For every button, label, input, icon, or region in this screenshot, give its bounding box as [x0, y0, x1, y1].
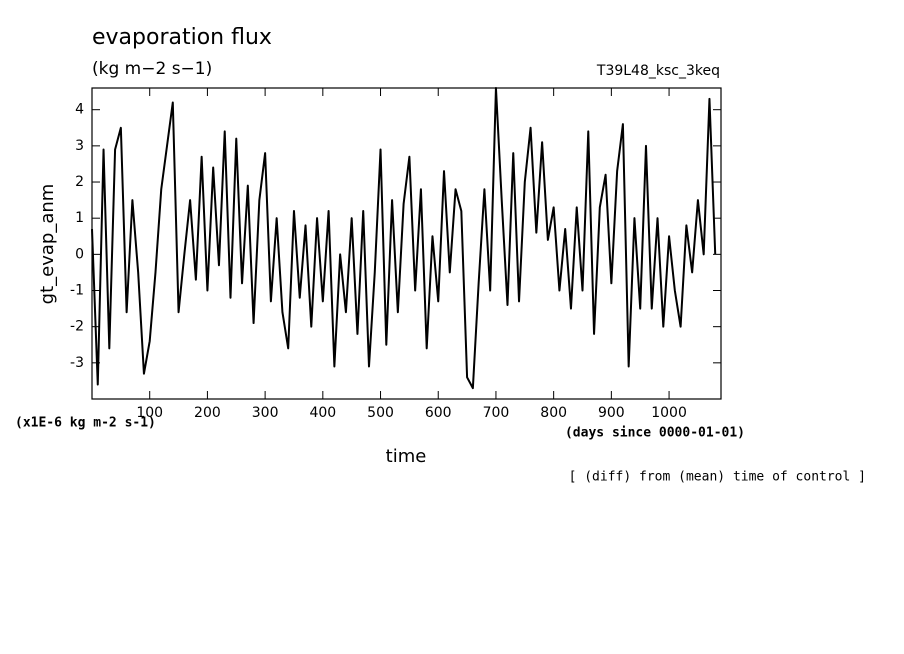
y-tick-label: -2 — [70, 319, 84, 335]
y-tick-label: -1 — [70, 283, 84, 299]
x-axis-label: time — [386, 446, 427, 467]
x-tick-label: 100 — [136, 405, 163, 421]
x-tick-label: 1000 — [651, 405, 687, 421]
x-tick-label: 700 — [483, 405, 510, 421]
y-tick-label: 4 — [75, 102, 84, 118]
y-unit-note: (x1E-6 kg m-2 s-1) — [15, 416, 156, 431]
x-unit-note: (days since 0000-01-01) — [565, 426, 745, 441]
y-tick-label: 1 — [75, 210, 84, 226]
x-tick-label: 300 — [252, 405, 279, 421]
data-line — [91, 87, 717, 390]
x-tick-label: 600 — [425, 405, 452, 421]
x-tick-label: 800 — [540, 405, 567, 421]
y-tick-label: 2 — [75, 174, 84, 190]
run-label: T39L48_ksc_3keq — [596, 63, 720, 79]
x-tick-label: 400 — [309, 405, 336, 421]
x-tick-label: 200 — [194, 405, 221, 421]
chart-title: evaporation flux — [92, 25, 272, 50]
y-tick-label: 0 — [75, 246, 84, 262]
chart-subtitle: (kg m−2 s−1) — [92, 59, 212, 79]
y-axis-label: gt_evap_anm — [37, 184, 58, 305]
y-tick-label: -3 — [70, 355, 84, 371]
y-tick-label: 3 — [75, 138, 84, 154]
x-tick-label: 900 — [598, 405, 625, 421]
footnote: [ (diff) from (mean) time of control ] — [569, 470, 866, 485]
x-tick-label: 500 — [367, 405, 394, 421]
